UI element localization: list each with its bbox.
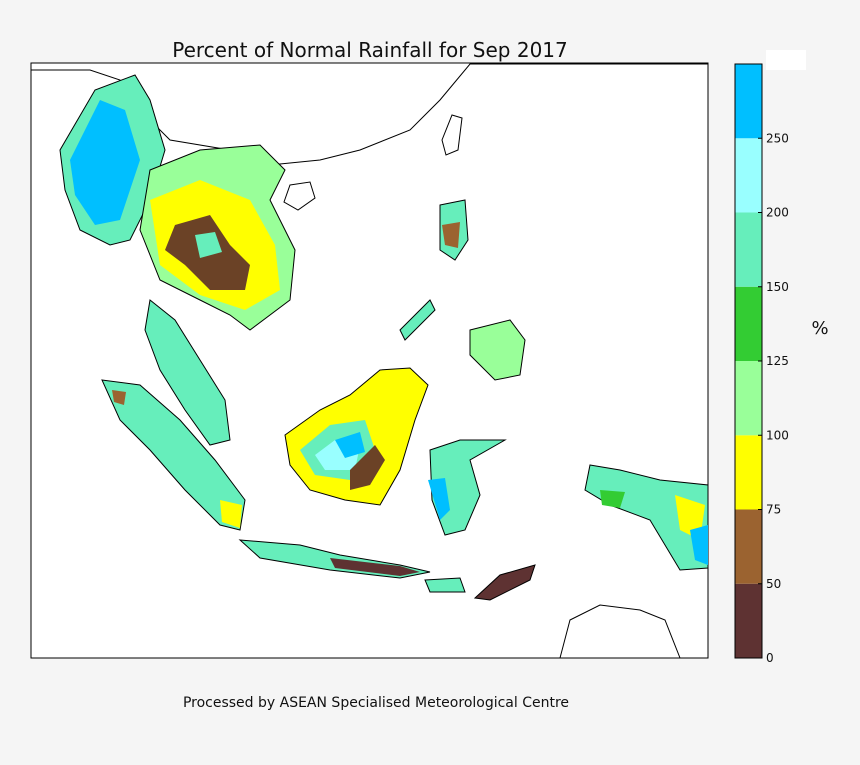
colorbar-band xyxy=(735,583,762,658)
land-region xyxy=(144,299,231,446)
colorbar-tick-label: 0 xyxy=(766,651,774,665)
rain-area xyxy=(690,525,708,565)
colorbar-label: % xyxy=(811,318,828,339)
footer: Processed by ASEAN Specialised Meteorolo… xyxy=(183,695,569,711)
coastline xyxy=(559,604,681,659)
colorbar-frame xyxy=(734,63,763,659)
colorbar-band xyxy=(735,212,762,287)
island-outline xyxy=(441,114,463,156)
rain-area xyxy=(220,500,242,528)
colorbar-band xyxy=(735,138,762,213)
colorbar-band xyxy=(735,361,762,436)
land-region xyxy=(473,564,536,601)
land-region xyxy=(424,577,466,593)
colorbar-tick-label: 200 xyxy=(766,206,789,220)
map-title: Percent of Normal Rainfall for Sep 2017 xyxy=(172,38,568,62)
colorbar-tick-label: 75 xyxy=(766,503,781,517)
colorbar-band xyxy=(735,435,762,510)
rain-area xyxy=(442,222,460,248)
colorbar-band xyxy=(735,64,762,139)
land-region xyxy=(399,299,436,341)
colorbar-tick-label: 50 xyxy=(766,577,781,591)
colorbar-tick-label: 100 xyxy=(766,428,789,442)
colorbar-band xyxy=(735,286,762,361)
rain-area xyxy=(112,390,126,405)
colorbar-tick-label: 125 xyxy=(766,354,789,368)
land-region xyxy=(584,464,709,571)
rain-area xyxy=(70,100,140,225)
colorbar: 0 50 75 100 125 150 200 250 xyxy=(734,63,789,665)
rain-area xyxy=(428,478,450,520)
rain-area xyxy=(600,490,625,508)
island-outline xyxy=(283,181,316,211)
blank-box xyxy=(766,50,806,70)
rain-area xyxy=(195,232,222,258)
rain-area xyxy=(335,432,365,458)
colorbar-band xyxy=(735,509,762,584)
rain-area xyxy=(330,558,420,576)
coastline xyxy=(30,62,709,166)
colorbar-tick-label: 250 xyxy=(766,131,789,145)
colorbar-tick-label: 150 xyxy=(766,280,789,294)
land-region xyxy=(101,379,246,531)
land-region xyxy=(469,319,526,381)
map xyxy=(30,62,709,659)
rain-area xyxy=(350,445,385,490)
